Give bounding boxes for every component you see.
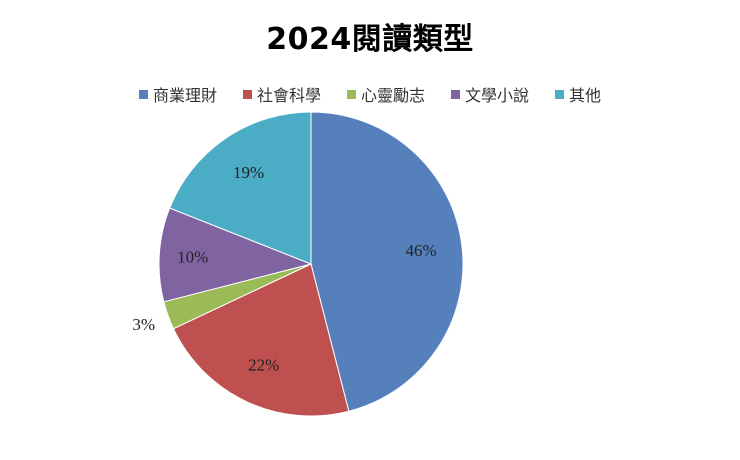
legend-item: 其他 — [555, 82, 601, 106]
legend-swatch — [451, 89, 460, 99]
legend-swatch — [555, 89, 565, 99]
legend-swatch — [138, 89, 148, 99]
legend-label: 文學小說 — [465, 86, 530, 105]
legend-item: 商業理財 — [138, 82, 217, 106]
legend-label: 心靈勵志 — [360, 86, 425, 105]
slice-label: 10% — [177, 248, 208, 267]
legend-label: 商業理財 — [152, 86, 217, 105]
legend-item: 社會科學 — [242, 82, 321, 106]
slice-label: 19% — [233, 163, 264, 182]
legend-swatch — [242, 89, 252, 99]
legend-swatch — [346, 89, 356, 99]
legend-item: 心靈勵志 — [346, 82, 425, 106]
slice-label: 46% — [405, 241, 436, 260]
chart-title: 2024閱讀類型 — [266, 22, 474, 57]
legend-label: 社會科學 — [256, 86, 321, 105]
legend-label: 其他 — [569, 86, 602, 105]
slice-label: 3% — [132, 315, 155, 334]
pie-slice — [310, 111, 464, 412]
slice-label: 22% — [248, 355, 279, 374]
pie-slice — [172, 263, 350, 417]
pie-slice — [158, 207, 313, 303]
legend: 商業理財 社會科學 心靈勵志 文學小說 其他 — [0, 82, 740, 106]
legend-item: 文學小說 — [451, 82, 529, 106]
pie-slice — [169, 111, 312, 265]
